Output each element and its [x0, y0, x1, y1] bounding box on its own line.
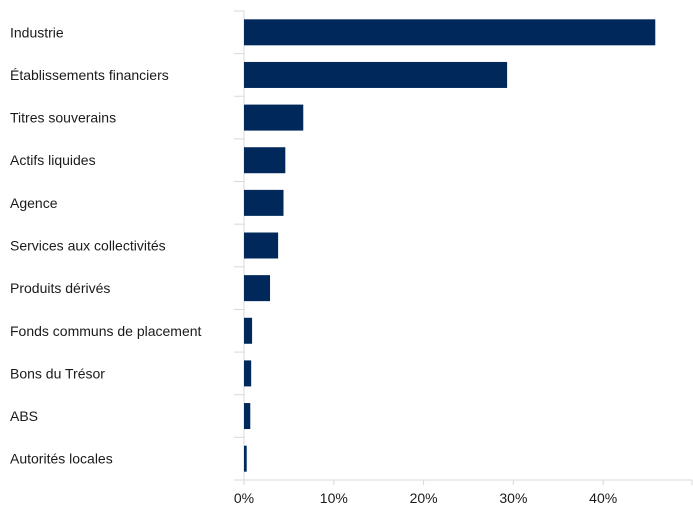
category-label: Actifs liquides	[10, 152, 96, 168]
x-tick-label: 20%	[410, 490, 438, 506]
category-label: Fonds communs de placement	[10, 323, 202, 339]
category-label: Services aux collectivités	[10, 238, 166, 254]
bar	[244, 61, 508, 88]
bar	[244, 189, 284, 216]
category-label: Industrie	[10, 24, 64, 40]
x-tick-label: 40%	[589, 490, 617, 506]
category-label: ABS	[10, 408, 38, 424]
bar	[244, 317, 253, 344]
bar	[244, 232, 279, 259]
x-tick-label: 0%	[234, 490, 254, 506]
category-label: Titres souverains	[10, 110, 116, 126]
category-label: Bons du Trésor	[10, 365, 105, 381]
bar	[244, 403, 251, 430]
category-label: Agence	[10, 195, 58, 211]
x-axis-tick-labels: 0% 10% 20% 30% 40%	[234, 490, 617, 506]
x-tick-label: 30%	[499, 490, 527, 506]
bar	[244, 147, 286, 174]
category-label: Autorités locales	[10, 451, 113, 467]
category-labels: Industrie Établissements financiers Titres…	[10, 24, 202, 466]
category-label: Établissements financiers	[10, 67, 169, 83]
bar	[244, 104, 304, 131]
bar	[244, 275, 271, 302]
chart-bars	[244, 19, 656, 472]
x-tick-label: 10%	[320, 490, 348, 506]
category-label: Produits dérivés	[10, 280, 110, 296]
bar	[244, 19, 656, 46]
bar	[244, 360, 252, 387]
bar	[244, 445, 247, 472]
